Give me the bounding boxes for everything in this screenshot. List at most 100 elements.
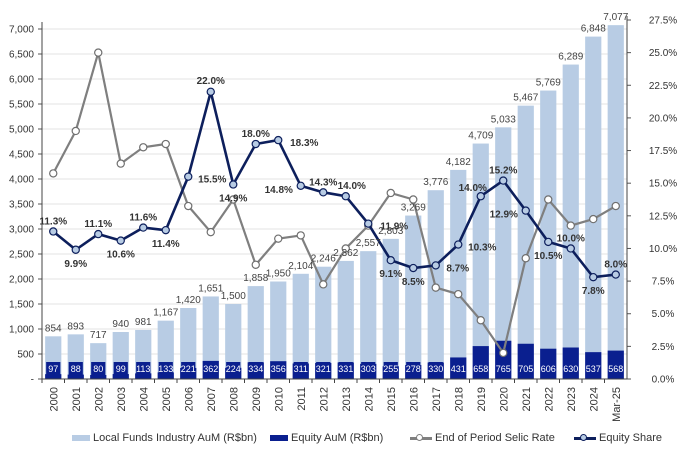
- equity-share-point: [94, 229, 103, 239]
- bar-total-label: 717: [90, 330, 107, 341]
- legend-label: Equity AuM (R$bn): [291, 432, 384, 444]
- y-left-tick-label: 5,000: [9, 125, 34, 136]
- bar-equity-label: 113: [136, 364, 150, 374]
- equity-share-point: [431, 261, 440, 270]
- bar-total-aum: [450, 169, 467, 379]
- bar-equity-label: 765: [496, 364, 511, 374]
- x-tick-label: 2006: [183, 387, 195, 411]
- bar-total-label: 4,182: [446, 157, 471, 168]
- equity-label-box: [383, 362, 398, 375]
- selic-point: [184, 201, 193, 211]
- equity-share-point: [566, 244, 575, 253]
- equity-label-box: [586, 362, 601, 375]
- bar-total-aum: [517, 105, 534, 380]
- equity-share-line: [49, 87, 620, 282]
- equity-share-point: [184, 172, 193, 181]
- equity-share-label: 10.0%: [557, 233, 585, 244]
- bar-total-aum: [382, 238, 399, 379]
- equity-share-label: 11.6%: [129, 213, 157, 224]
- legend-item-selic: End of Period Selic Rate: [410, 432, 555, 444]
- bar-equity-label: 630: [563, 364, 578, 374]
- bar-total-label: 893: [67, 321, 84, 332]
- bar-equity-label: 278: [406, 364, 421, 374]
- legend-swatch-local-funds: [72, 435, 90, 441]
- bar-total-label: 2,803: [378, 226, 403, 237]
- bar-equity-label: 568: [608, 364, 623, 374]
- selic-point: [521, 254, 530, 263]
- bar-total-label: 2,557: [356, 238, 381, 249]
- equity-label-box: [293, 362, 308, 375]
- selic-point: [544, 195, 553, 204]
- x-tick-label: 2000: [48, 387, 60, 411]
- x-tick-label: 2023: [566, 387, 578, 411]
- x-tick-label: 2021: [521, 387, 533, 411]
- y-left-tick-label: 4,000: [9, 175, 34, 186]
- bar-equity-label: 224: [226, 364, 241, 374]
- x-tick-label: 2011: [296, 387, 308, 411]
- bar-total-label: 5,033: [491, 114, 516, 125]
- equity-share-point: [499, 176, 508, 185]
- x-tick-label: 2005: [161, 387, 173, 411]
- x-tick-label: 2001: [71, 387, 83, 411]
- x-tick-label: 2020: [498, 387, 510, 411]
- equity-share-label: 14.0%: [459, 183, 487, 194]
- equity-label-box: [451, 362, 466, 375]
- equity-share-label: 18.0%: [242, 129, 270, 140]
- bar-total-label: 940: [112, 319, 129, 330]
- equity-label-box: [158, 362, 173, 375]
- equity-label-box: [113, 362, 128, 375]
- equity-share-label: 12.9%: [490, 210, 518, 221]
- equity-share-point: [296, 181, 305, 190]
- x-tick-label: 2012: [318, 387, 330, 411]
- bar-total-label: 981: [135, 317, 152, 328]
- equity-label-box: [46, 362, 61, 375]
- equity-aum-bars: [45, 340, 624, 379]
- y-left-tick-label: 2,500: [9, 250, 34, 261]
- equity-label-box: [181, 362, 196, 375]
- x-tick-label: 2022: [543, 387, 555, 411]
- equity-label-box: [496, 362, 511, 375]
- x-tick-label: Mar-25: [611, 387, 623, 422]
- bar-total-aum: [472, 143, 489, 379]
- bar-equity-label: 362: [203, 364, 218, 374]
- bar-total-label: 6,289: [558, 52, 583, 63]
- equity-share-label: 10.5%: [534, 251, 562, 262]
- bar-total-label: 1,651: [198, 283, 223, 294]
- selic-point: [409, 195, 418, 204]
- x-tick-label: 2014: [363, 387, 375, 411]
- selic-point: [49, 169, 58, 178]
- equity-share-label: 18.3%: [290, 138, 318, 149]
- bar-equity-aum: [157, 372, 174, 379]
- x-tick-label: 2008: [228, 387, 240, 411]
- x-tick-label: 2024: [588, 387, 600, 411]
- equity-share-point: [139, 223, 148, 232]
- bar-equity-aum: [112, 374, 129, 379]
- bar-total-label: 5,769: [536, 78, 561, 89]
- bar-equity-aum: [90, 375, 107, 379]
- equity-label-box: [563, 362, 578, 375]
- equity-share-point: [71, 245, 80, 254]
- equity-label-box: [226, 362, 241, 375]
- equity-label-box: [338, 362, 353, 375]
- y-right-tick-label: 25.0%: [649, 48, 677, 59]
- bar-total-aum: [202, 296, 219, 379]
- x-tick-label: 2018: [453, 387, 465, 411]
- bar-equity-aum: [135, 373, 152, 379]
- selic-rate-line: [49, 48, 620, 358]
- y-left-tick-label: 3,500: [9, 200, 34, 211]
- equity-share-label: 11.1%: [84, 219, 112, 230]
- y-right-tick-label: 2.5%: [652, 342, 675, 353]
- selic-point: [454, 289, 463, 299]
- equity-label-box: [406, 362, 421, 375]
- bar-total-aum: [495, 127, 512, 379]
- y-left-tick-label: -: [31, 375, 34, 386]
- selic-point: [139, 143, 148, 152]
- selic-point: [274, 234, 283, 243]
- equity-share-label: 9.1%: [379, 269, 402, 280]
- equity-share-label: 8.0%: [604, 260, 627, 271]
- selic-point: [319, 280, 328, 289]
- equity-label-box: [608, 362, 623, 375]
- bar-total-label: 3,776: [423, 177, 448, 188]
- y-right-tick-label: 27.5%: [649, 16, 677, 27]
- bar-total-aum: [540, 90, 557, 380]
